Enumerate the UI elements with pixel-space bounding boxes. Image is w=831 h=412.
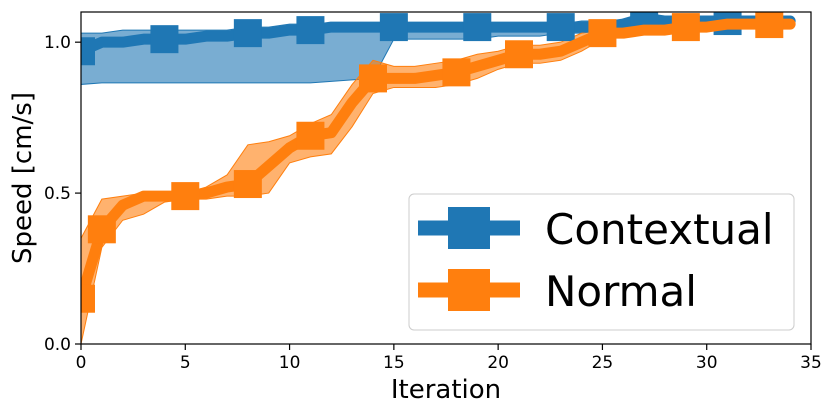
normal-marker xyxy=(588,19,617,48)
contextual-marker xyxy=(379,13,408,42)
normal-marker xyxy=(359,64,387,93)
contextual-marker xyxy=(546,13,575,42)
legend-contextual-marker xyxy=(448,207,490,249)
normal-marker xyxy=(442,58,471,87)
normal-marker xyxy=(671,13,700,42)
legend-normal-label: Normal xyxy=(545,267,697,316)
normal-marker xyxy=(81,284,95,313)
y-axis-label: Speed [cm/s] xyxy=(8,92,38,264)
plot-frame xyxy=(80,11,812,345)
contextual-marker xyxy=(296,16,325,45)
x-tick-label: 5 xyxy=(180,353,191,373)
contextual-marker xyxy=(463,13,492,42)
normal-marker xyxy=(296,121,325,150)
x-tick-label: 10 xyxy=(279,353,301,373)
x-tick-label: 0 xyxy=(76,353,87,373)
normal-marker xyxy=(755,12,784,39)
normal-marker xyxy=(505,40,533,69)
x-tick-label: 35 xyxy=(800,353,822,373)
contextual-marker xyxy=(81,37,95,66)
contextual-marker xyxy=(150,25,179,54)
legend-normal-marker xyxy=(448,269,490,311)
contextual-marker xyxy=(233,19,262,48)
y-tick-label: 0.5 xyxy=(44,184,71,204)
x-tick-label: 30 xyxy=(696,353,718,373)
x-axis-label: Iteration xyxy=(391,375,501,405)
y-tick-label: 1.0 xyxy=(44,33,71,53)
x-tick-label: 25 xyxy=(592,353,614,373)
x-tick-label: 20 xyxy=(487,353,509,373)
legend-contextual-label: Contextual xyxy=(545,205,774,254)
normal-marker xyxy=(87,215,116,244)
normal-marker xyxy=(233,170,262,199)
y-tick-label: 0.0 xyxy=(44,335,71,355)
legend: Contextual Normal xyxy=(408,193,795,331)
normal-marker xyxy=(171,182,200,211)
x-tick-label: 15 xyxy=(383,353,405,373)
